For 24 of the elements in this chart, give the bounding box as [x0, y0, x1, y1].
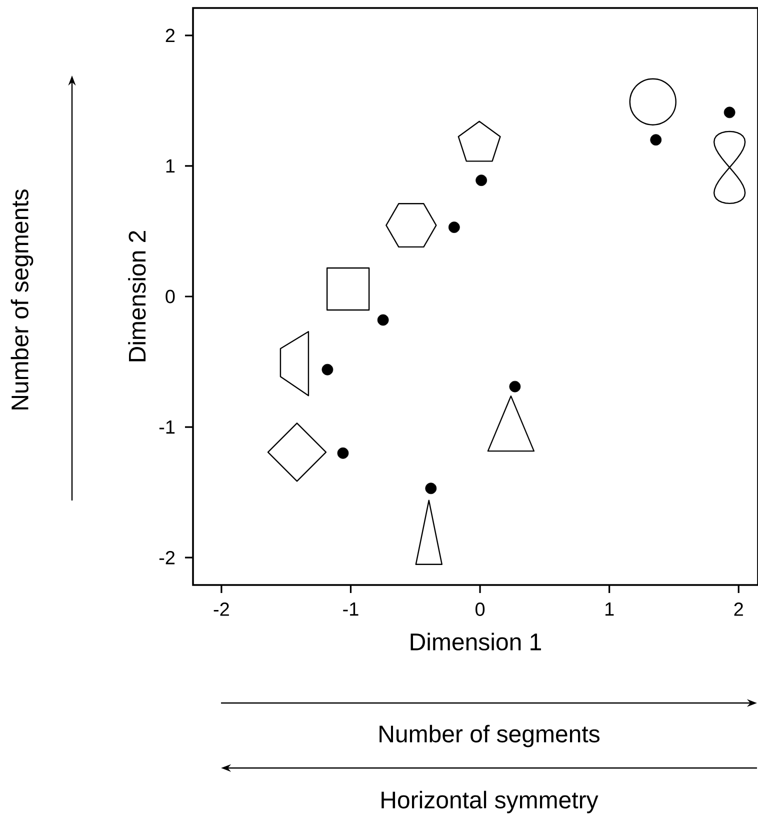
- point: [509, 380, 521, 392]
- y-tick-label: -1: [159, 420, 175, 434]
- point: [448, 222, 460, 234]
- point: [650, 134, 662, 146]
- point: [377, 314, 389, 326]
- point: [724, 106, 736, 118]
- x-tick-label: -1: [343, 602, 358, 616]
- x-axis-title: Dimension 1: [410, 632, 541, 650]
- point: [425, 482, 437, 494]
- x-tick-label: 0: [476, 602, 485, 616]
- text: Number of segments: [10, 190, 34, 410]
- y-tick-label: 0: [166, 290, 175, 304]
- x-tick-label: 1: [605, 602, 614, 616]
- x-tick-label: 2: [734, 602, 743, 616]
- point: [322, 364, 334, 376]
- y-axis-title: Dimension 2: [128, 231, 146, 362]
- text: Horizontal symmetry: [382, 790, 598, 814]
- y-tick-label: 2: [166, 28, 175, 42]
- y-tick-label: -2: [159, 550, 175, 564]
- y-tick-label: 1: [166, 159, 175, 172]
- point: [476, 174, 488, 186]
- x-tick-label: -2: [214, 602, 229, 616]
- point: [337, 447, 349, 459]
- text: Number of segments: [380, 724, 600, 748]
